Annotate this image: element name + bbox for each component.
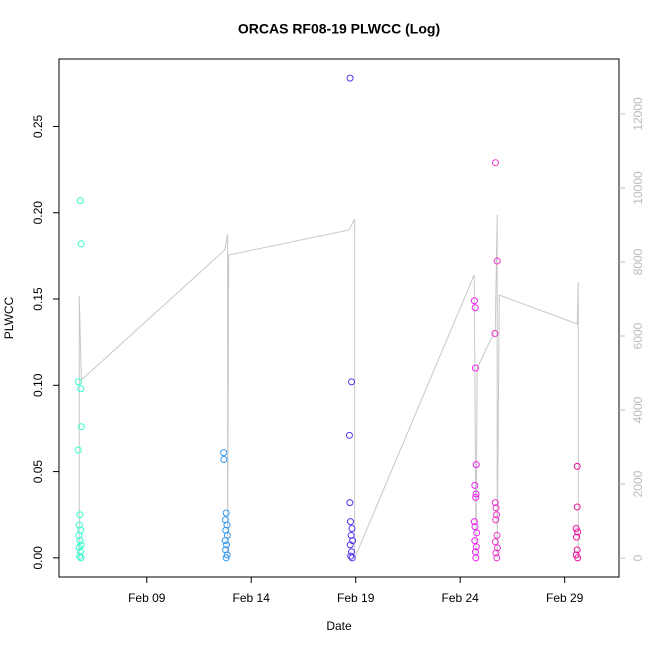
point bbox=[223, 521, 231, 529]
point bbox=[471, 364, 479, 372]
point bbox=[493, 257, 501, 265]
point bbox=[76, 511, 84, 519]
y-tick-label: 0.05 bbox=[31, 460, 45, 484]
point bbox=[470, 297, 478, 305]
point bbox=[573, 533, 581, 541]
point bbox=[470, 518, 478, 526]
y2-tick-label: 0 bbox=[631, 554, 645, 561]
point bbox=[471, 304, 479, 312]
y2-tick-label: 2000 bbox=[631, 470, 645, 497]
point bbox=[222, 554, 230, 562]
point bbox=[574, 528, 582, 536]
point bbox=[222, 546, 230, 554]
point bbox=[491, 330, 499, 338]
x-axis-label: Date bbox=[326, 619, 352, 633]
y-tick-label: 0.20 bbox=[31, 201, 45, 225]
point bbox=[492, 504, 500, 512]
point bbox=[493, 544, 501, 552]
x-tick-label: Feb 09 bbox=[128, 591, 166, 605]
y-tick-label: 0.25 bbox=[31, 114, 45, 138]
point bbox=[347, 531, 355, 539]
point bbox=[472, 554, 480, 562]
point bbox=[493, 554, 501, 562]
point bbox=[492, 159, 500, 167]
y2-tick-label: 6000 bbox=[631, 322, 645, 349]
point bbox=[472, 490, 480, 498]
point bbox=[346, 541, 354, 549]
point bbox=[221, 537, 229, 545]
plot-frame bbox=[58, 58, 620, 578]
point bbox=[77, 423, 85, 431]
point bbox=[346, 518, 354, 526]
point bbox=[220, 449, 228, 457]
y2-tick-label: 4000 bbox=[631, 396, 645, 423]
y2-tick-label: 12000 bbox=[631, 97, 645, 131]
point bbox=[574, 554, 582, 562]
point bbox=[471, 481, 479, 489]
point bbox=[348, 378, 356, 386]
point bbox=[493, 531, 501, 539]
y-axis-label: PLWCC bbox=[2, 296, 16, 339]
point bbox=[74, 378, 82, 386]
x-tick-label: Feb 24 bbox=[442, 591, 480, 605]
point bbox=[573, 546, 581, 554]
point bbox=[473, 529, 481, 537]
point bbox=[77, 554, 85, 562]
point bbox=[492, 516, 500, 524]
point bbox=[345, 431, 353, 439]
point bbox=[220, 455, 228, 463]
point bbox=[76, 552, 84, 560]
point bbox=[75, 521, 83, 529]
point bbox=[76, 537, 84, 545]
point bbox=[77, 385, 85, 393]
point bbox=[347, 552, 355, 560]
y2-tick-label: 10000 bbox=[631, 171, 645, 205]
point bbox=[491, 499, 499, 507]
x-tick-label: Feb 19 bbox=[337, 591, 375, 605]
point bbox=[223, 551, 231, 559]
point bbox=[74, 446, 82, 454]
y2-tick-label: 8000 bbox=[631, 248, 645, 275]
point bbox=[472, 493, 480, 501]
point bbox=[222, 509, 230, 517]
point bbox=[346, 499, 354, 507]
point bbox=[346, 74, 354, 82]
point bbox=[75, 531, 83, 539]
point bbox=[75, 543, 83, 551]
x-tick-label: Feb 29 bbox=[546, 591, 584, 605]
point bbox=[348, 525, 356, 533]
point bbox=[76, 197, 84, 205]
line bbox=[78, 214, 579, 559]
x-tick-label: Feb 14 bbox=[233, 591, 271, 605]
point bbox=[572, 525, 580, 533]
point bbox=[493, 511, 501, 519]
point bbox=[573, 503, 581, 511]
point bbox=[223, 541, 231, 549]
point bbox=[348, 554, 356, 562]
point bbox=[471, 537, 479, 545]
point bbox=[573, 462, 581, 470]
y-tick-label: 0.15 bbox=[31, 287, 45, 311]
y-tick-label: 0.10 bbox=[31, 373, 45, 397]
point bbox=[492, 549, 500, 557]
point bbox=[472, 543, 480, 551]
point bbox=[491, 538, 499, 546]
point bbox=[472, 461, 480, 469]
y-tick-label: 0.00 bbox=[31, 546, 45, 570]
point bbox=[77, 240, 85, 248]
chart-title: ORCAS RF08-19 PLWCC (Log) bbox=[238, 21, 440, 37]
